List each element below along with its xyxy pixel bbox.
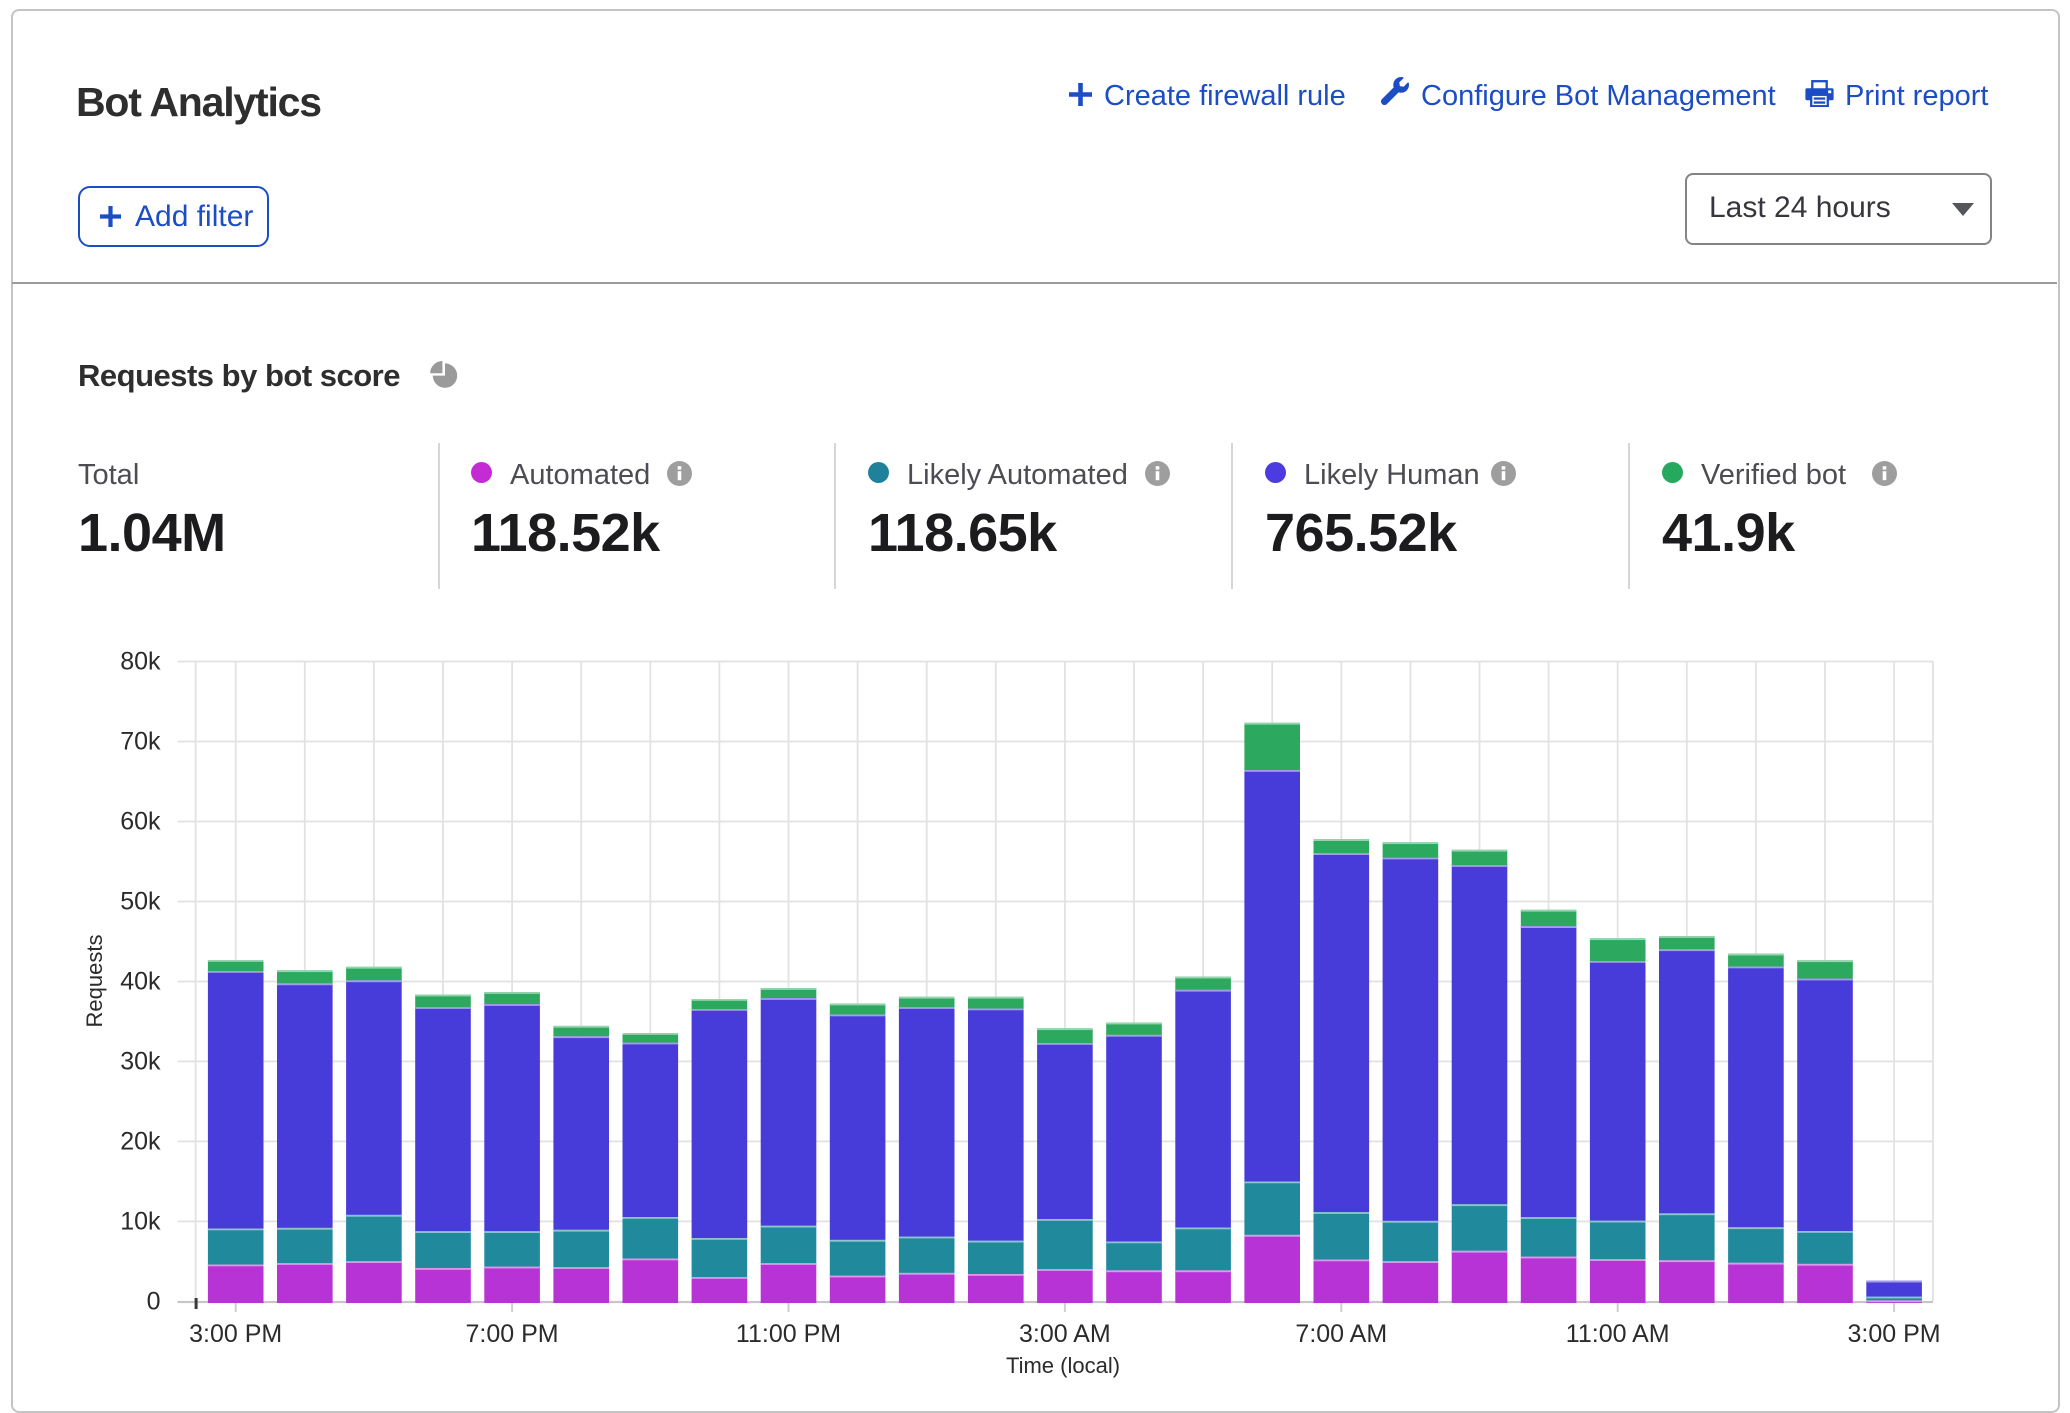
svg-text:3:00 PM: 3:00 PM: [189, 1320, 282, 1348]
svg-text:7:00 AM: 7:00 AM: [1295, 1320, 1387, 1348]
svg-text:70k: 70k: [120, 728, 161, 756]
svg-text:Requests: Requests: [82, 935, 107, 1028]
svg-text:0: 0: [147, 1287, 161, 1315]
svg-text:80k: 80k: [120, 648, 161, 676]
svg-text:60k: 60k: [120, 808, 161, 836]
svg-text:3:00 AM: 3:00 AM: [1019, 1320, 1111, 1348]
svg-text:30k: 30k: [120, 1047, 161, 1075]
svg-text:40k: 40k: [120, 968, 161, 996]
svg-text:11:00 AM: 11:00 AM: [1566, 1320, 1670, 1348]
svg-text:11:00 PM: 11:00 PM: [736, 1320, 841, 1348]
svg-text:Time (local): Time (local): [1006, 1353, 1120, 1378]
svg-text:50k: 50k: [120, 888, 161, 916]
svg-text:3:00 PM: 3:00 PM: [1848, 1320, 1941, 1348]
svg-text:7:00 PM: 7:00 PM: [466, 1320, 559, 1348]
svg-text:10k: 10k: [120, 1207, 161, 1235]
svg-text:20k: 20k: [120, 1127, 161, 1155]
